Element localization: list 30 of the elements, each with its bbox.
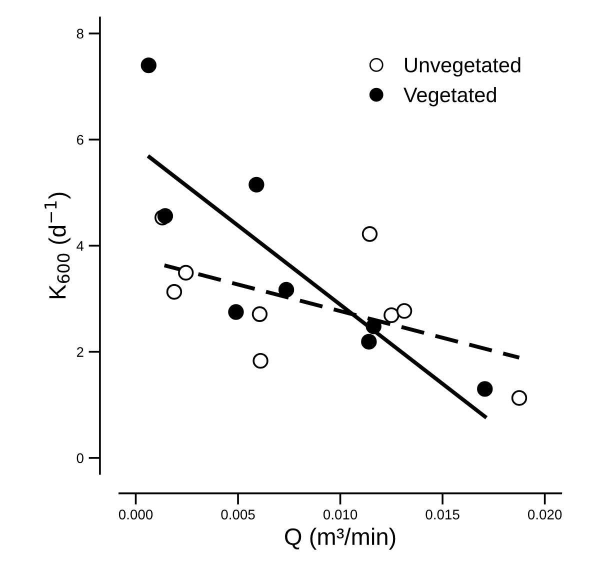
y-tick-label: 2 bbox=[76, 347, 84, 357]
x-tick-label: 0.010 bbox=[323, 510, 358, 520]
x-tick-label: 0.005 bbox=[221, 510, 255, 520]
point bbox=[166, 284, 182, 300]
point bbox=[396, 303, 412, 319]
y-tick-label: 6 bbox=[76, 134, 84, 145]
point bbox=[278, 282, 294, 298]
point bbox=[477, 381, 493, 397]
x-tick-label: 0.000 bbox=[118, 510, 153, 520]
point bbox=[511, 390, 528, 406]
point bbox=[248, 176, 264, 193]
point bbox=[178, 264, 194, 281]
x-axis-title: Q (m³/min) bbox=[285, 528, 396, 550]
y-tick-label: 4 bbox=[76, 241, 84, 251]
point bbox=[252, 352, 268, 369]
point bbox=[361, 334, 377, 350]
point bbox=[252, 306, 268, 322]
point bbox=[362, 226, 378, 242]
point bbox=[366, 318, 382, 334]
x-tick-label: 0.015 bbox=[426, 510, 460, 520]
legend-label: Unvegetated bbox=[405, 57, 520, 77]
point bbox=[384, 307, 400, 324]
point bbox=[228, 304, 244, 320]
point bbox=[157, 208, 174, 224]
y-tick-label: 0 bbox=[76, 453, 84, 464]
y-tick-label: 8 bbox=[76, 28, 84, 39]
point bbox=[140, 57, 156, 74]
y-axis-title: K$_{600}$ (d$^{−1}$) bbox=[44, 192, 70, 298]
legend-label: Vegetated bbox=[404, 86, 496, 106]
x-tick-label: 0.020 bbox=[528, 510, 562, 520]
